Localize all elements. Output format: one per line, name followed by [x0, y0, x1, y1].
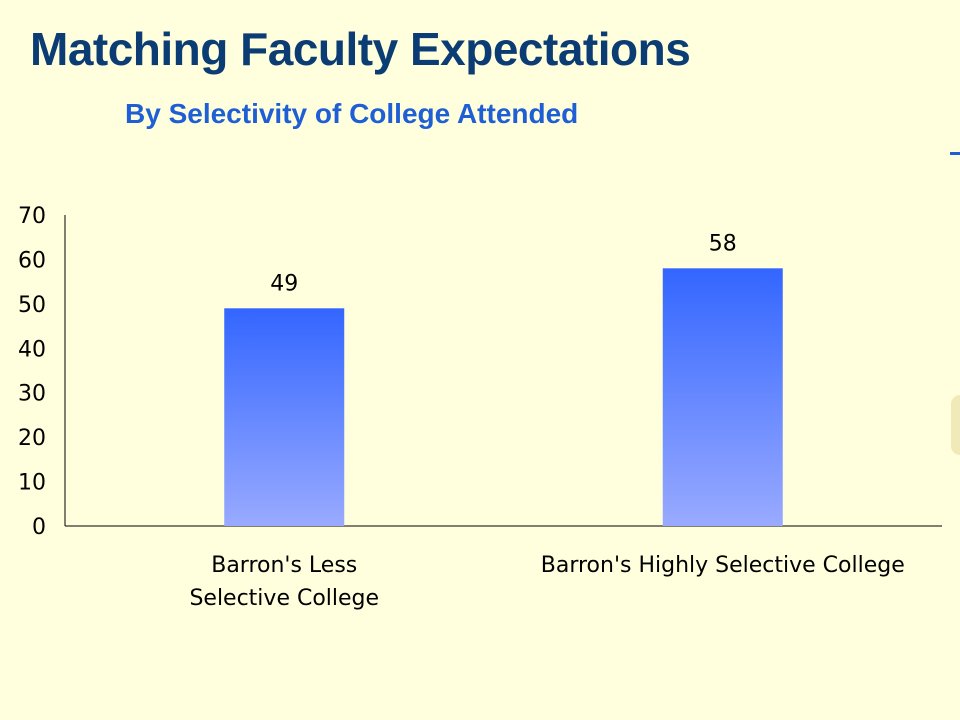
data-label: 49	[270, 271, 298, 296]
slide-title: Matching Faculty Expectations	[30, 23, 691, 75]
slide-subtitle: By Selectivity of College Attended	[125, 98, 579, 129]
bar	[662, 268, 783, 526]
data-label: 58	[709, 231, 737, 256]
chart-bars	[224, 268, 783, 526]
x-category-label: Barron's Highly Selective College	[541, 553, 905, 578]
y-tick-label: 20	[18, 426, 46, 451]
y-tick-label: 50	[18, 293, 46, 318]
chart-axes: 0 10 20 30 40 50 60 70	[18, 204, 942, 540]
bar	[224, 308, 345, 526]
x-category-label: Selective College	[189, 586, 379, 611]
y-tick-label: 0	[32, 515, 46, 540]
edge-swoosh-decoration	[951, 395, 960, 455]
y-tick-label: 70	[18, 204, 46, 229]
y-tick-label: 30	[18, 382, 46, 407]
y-tick-label: 40	[18, 337, 46, 362]
chart-labels: 49 Barron's Less Selective College 58 Barron…	[189, 231, 904, 611]
edge-decoration	[950, 152, 960, 155]
y-tick-label: 60	[18, 248, 46, 273]
y-tick-label: 10	[18, 471, 46, 496]
x-category-label: Barron's Less	[211, 553, 357, 578]
